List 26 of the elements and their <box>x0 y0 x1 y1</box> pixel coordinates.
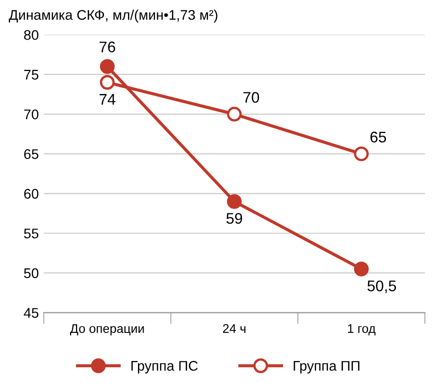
legend-label: Группа ПС <box>131 360 198 374</box>
data-label: 70 <box>243 92 260 103</box>
point <box>226 106 242 122</box>
y-tick-label: 55 <box>24 228 38 238</box>
data-label: 76 <box>100 42 116 52</box>
y-tick-label: 75 <box>24 70 38 80</box>
legend-label: Группа ПП <box>294 361 360 374</box>
point <box>226 194 242 209</box>
y-tick-label: 65 <box>24 149 38 160</box>
y-tick-label: 45 <box>24 308 38 318</box>
data-label: 59 <box>226 213 242 224</box>
point <box>354 262 369 276</box>
chart-title: Динамика СКФ, мл/(мин•1,73 м²) <box>8 10 218 23</box>
x-tick-label: 24 ч <box>223 324 246 333</box>
x-tick-label: 1 год <box>348 324 376 336</box>
point <box>354 146 369 162</box>
y-tick-label: 60 <box>24 188 38 199</box>
data-label: 74 <box>100 94 116 105</box>
data-label: 50,5 <box>368 280 396 294</box>
y-tick-label: 80 <box>24 30 38 40</box>
y-tick-label: 50 <box>24 268 38 278</box>
x-tick-label: До операции <box>70 324 144 336</box>
y-tick-label: 70 <box>24 109 38 120</box>
data-label: 65 <box>370 132 386 142</box>
point <box>100 59 115 74</box>
point <box>100 75 115 90</box>
